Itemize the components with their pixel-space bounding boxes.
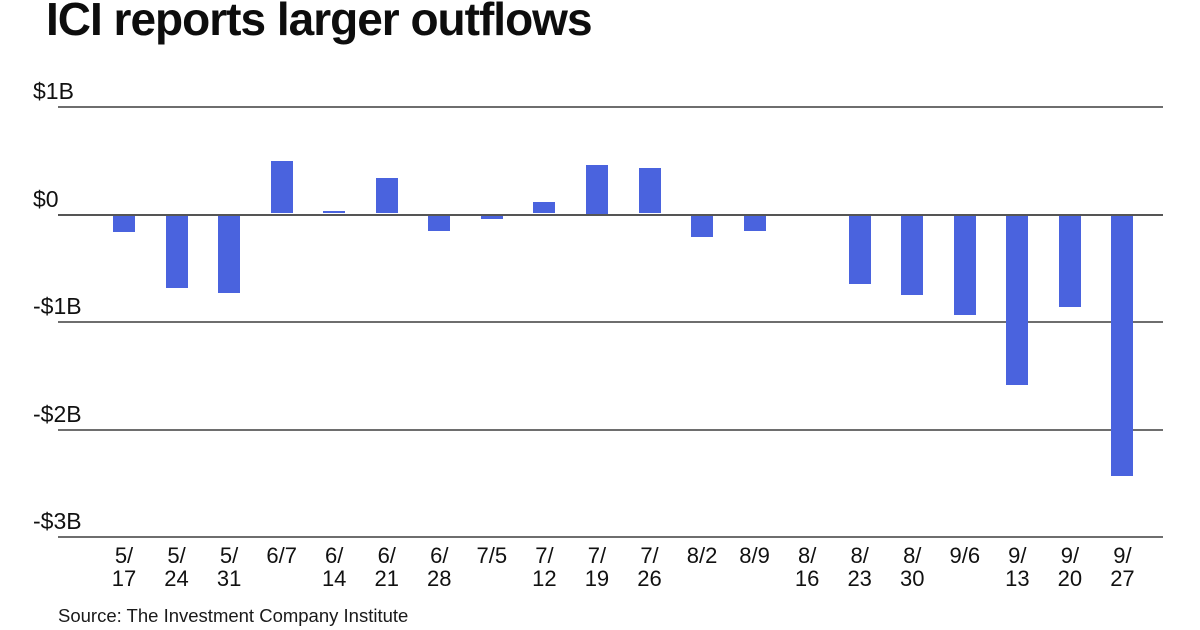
bar-6-7 [270,160,293,214]
x-tick-label: 6/ 28 [427,543,452,591]
bar-9-13 [1006,215,1029,386]
x-tick-label: 7/5 [476,543,508,568]
bar-9-6 [953,215,976,316]
bar-8-23 [848,215,871,285]
y-tick-label: $1B [33,78,74,104]
x-tick-label: 6/7 [266,543,297,568]
gridline [58,428,1163,431]
y-tick-label: -$3B [33,508,82,534]
bar-9-20 [1058,215,1081,307]
x-tick-label: 7/ 26 [637,543,662,591]
x-tick-label: 6/ 14 [321,543,347,591]
gridline [58,536,1163,538]
bar-6-21 [375,178,398,214]
bar-7-12 [533,201,556,214]
x-tick-label: 5/ 24 [164,543,189,591]
chart-title: ICI reports larger outflows [46,0,593,45]
bar-6-14 [323,211,346,214]
bar-5-17 [113,215,135,232]
y-tick-label: -$1B [33,293,82,319]
x-tick-label: 7/ 12 [532,543,557,591]
x-tick-label: 6/ 21 [374,543,399,591]
bar-5-24 [165,215,188,288]
x-tick-label: 8/2 [686,543,718,568]
x-tick-label: 8/ 23 [847,543,872,591]
x-tick-label: 9/ 27 [1110,543,1135,591]
bar-8-30 [901,215,924,296]
bar-8-2 [691,215,714,237]
y-tick-label: -$2B [33,400,82,427]
x-tick-label: 9/6 [949,543,981,568]
x-tick-label: 7/ 19 [584,543,610,591]
bar-7-5 [480,215,503,219]
x-tick-label: 8/ 30 [900,543,925,591]
x-tick-label: 8/ 16 [794,543,820,591]
bar-9-27 [1111,215,1134,476]
bar-7-19 [585,165,608,214]
gridline [58,106,1163,108]
x-tick-label: 9/ 13 [1005,543,1030,591]
bar-8-9 [743,215,766,231]
bar-7-26 [638,168,661,214]
bar-6-28 [428,215,451,231]
zero-axis-line [58,213,1163,216]
y-tick-label: $0 [33,185,59,212]
x-tick-label: 9/ 20 [1057,543,1083,591]
gridline [58,321,1163,323]
x-tick-label: 5/ 17 [111,543,137,591]
bar-5-31 [218,215,241,293]
x-tick-label: 8/9 [739,543,770,568]
x-tick-label: 5/ 31 [216,543,242,591]
source-note: Source: The Investment Company Institute [58,605,409,626]
